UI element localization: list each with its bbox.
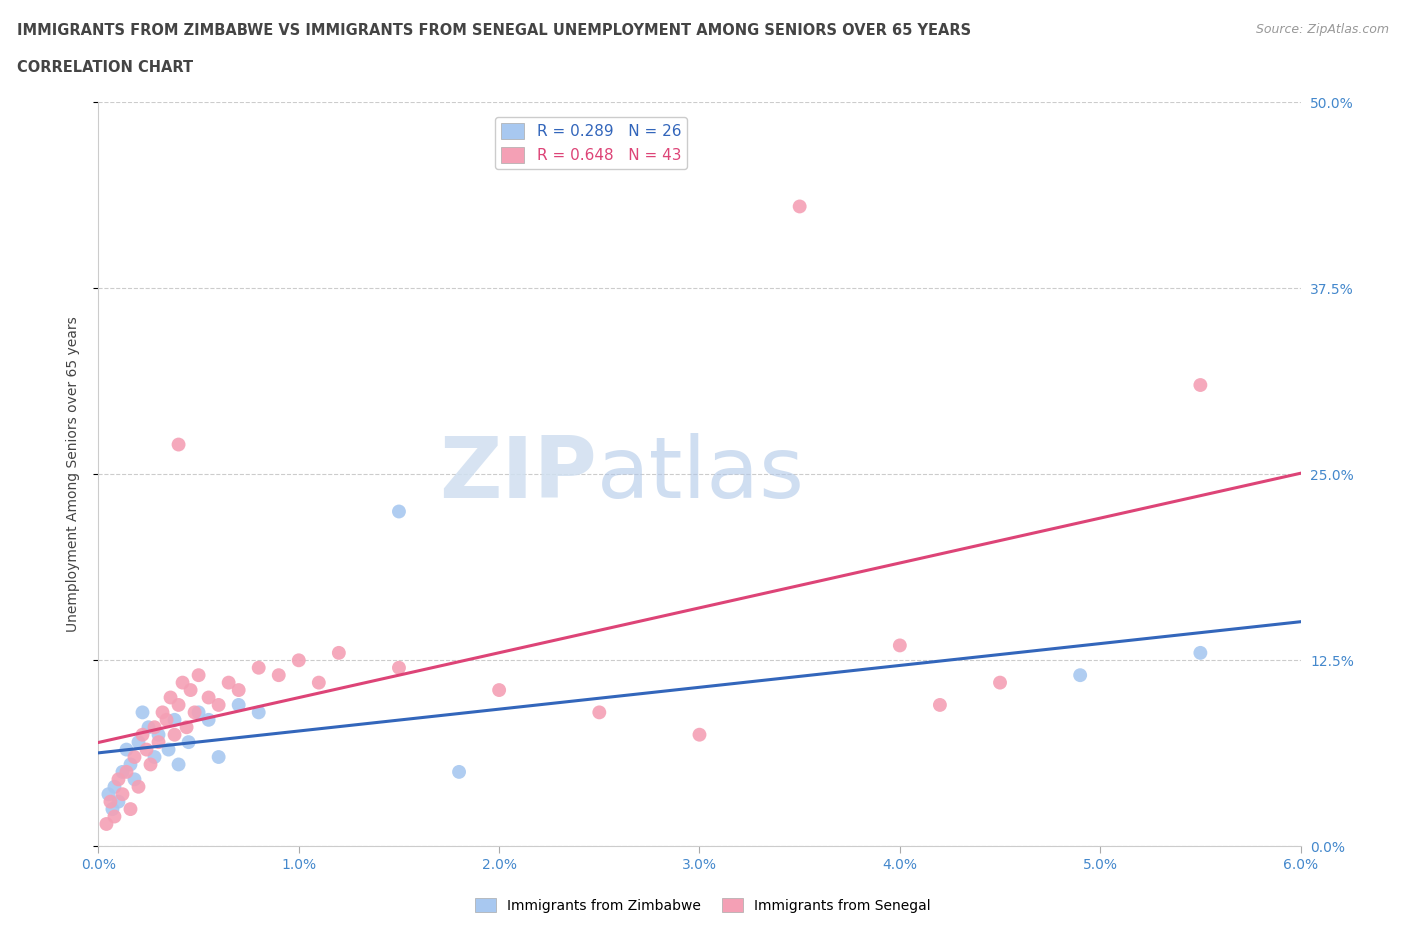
Point: [107, 772, 129, 787]
Point: [789, 199, 811, 214]
Text: ZIP: ZIP: [440, 432, 598, 516]
Point: [138, 720, 160, 735]
Point: [131, 705, 153, 720]
Point: [488, 683, 510, 698]
Point: [988, 675, 1011, 690]
Point: [1189, 378, 1212, 392]
Point: [176, 720, 198, 735]
Point: [928, 698, 950, 712]
Point: [128, 735, 150, 750]
Legend: Immigrants from Zimbabwe, Immigrants from Senegal: Immigrants from Zimbabwe, Immigrants fro…: [470, 893, 936, 919]
Point: [1069, 668, 1091, 683]
Point: [447, 764, 470, 779]
Point: [167, 698, 190, 712]
Point: [163, 712, 186, 727]
Point: [889, 638, 911, 653]
Point: [155, 712, 177, 727]
Point: [97, 787, 120, 802]
Point: [208, 698, 231, 712]
Point: [101, 802, 124, 817]
Point: [139, 757, 162, 772]
Point: [172, 675, 194, 690]
Point: [148, 735, 170, 750]
Point: [1189, 645, 1212, 660]
Point: [388, 504, 411, 519]
Point: [128, 779, 150, 794]
Point: [228, 698, 250, 712]
Text: atlas: atlas: [598, 432, 806, 516]
Point: [167, 437, 190, 452]
Point: [111, 787, 134, 802]
Point: [218, 675, 240, 690]
Point: [328, 645, 350, 660]
Point: [197, 712, 219, 727]
Point: [228, 683, 250, 698]
Point: [183, 705, 205, 720]
Point: [157, 742, 180, 757]
Point: [588, 705, 610, 720]
Point: [688, 727, 710, 742]
Point: [103, 809, 125, 824]
Point: [308, 675, 330, 690]
Point: [111, 764, 134, 779]
Text: IMMIGRANTS FROM ZIMBABWE VS IMMIGRANTS FROM SENEGAL UNEMPLOYMENT AMONG SENIORS O: IMMIGRANTS FROM ZIMBABWE VS IMMIGRANTS F…: [17, 23, 972, 38]
Point: [115, 764, 138, 779]
Point: [120, 757, 142, 772]
Point: [197, 690, 219, 705]
Point: [152, 705, 174, 720]
Text: CORRELATION CHART: CORRELATION CHART: [17, 60, 193, 75]
Point: [96, 817, 118, 831]
Point: [287, 653, 309, 668]
Point: [247, 660, 270, 675]
Point: [388, 660, 411, 675]
Point: [131, 727, 153, 742]
Point: [247, 705, 270, 720]
Point: [135, 742, 157, 757]
Point: [167, 757, 190, 772]
Point: [120, 802, 142, 817]
Point: [159, 690, 181, 705]
Y-axis label: Unemployment Among Seniors over 65 years: Unemployment Among Seniors over 65 years: [66, 316, 80, 632]
Point: [143, 750, 166, 764]
Point: [115, 742, 138, 757]
Point: [103, 779, 125, 794]
Point: [208, 750, 231, 764]
Point: [267, 668, 290, 683]
Text: Source: ZipAtlas.com: Source: ZipAtlas.com: [1256, 23, 1389, 36]
Point: [124, 750, 146, 764]
Point: [100, 794, 122, 809]
Point: [163, 727, 186, 742]
Point: [180, 683, 202, 698]
Point: [177, 735, 200, 750]
Point: [148, 727, 170, 742]
Point: [187, 705, 209, 720]
Point: [107, 794, 129, 809]
Legend: R = 0.289   N = 26, R = 0.648   N = 43: R = 0.289 N = 26, R = 0.648 N = 43: [495, 117, 688, 169]
Point: [124, 772, 146, 787]
Point: [187, 668, 209, 683]
Point: [143, 720, 166, 735]
